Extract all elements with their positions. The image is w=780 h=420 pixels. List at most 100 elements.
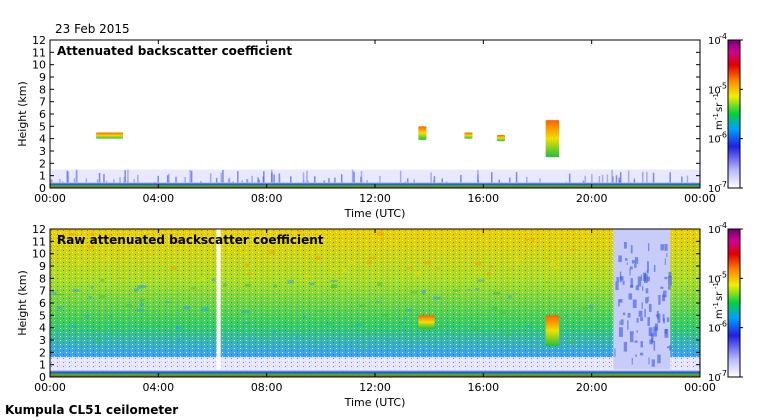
boundary-layer-streak <box>584 175 587 188</box>
low-noise-speck <box>646 270 649 274</box>
noise-blotch <box>88 245 94 249</box>
low-noise-speck <box>619 320 621 325</box>
x-tick-label: 00:00 <box>684 192 716 205</box>
noise-blotch <box>191 286 196 290</box>
noise-blotch <box>507 268 515 270</box>
noise-blotch <box>100 278 105 282</box>
y-tick-label: 5 <box>39 309 46 322</box>
y-tick-label: 9 <box>39 71 46 84</box>
low-noise-speck <box>647 296 649 302</box>
y-tick-label: 2 <box>39 346 46 359</box>
boundary-layer-streak <box>351 169 354 188</box>
noise-blotch <box>554 266 560 270</box>
colorbar-tick-exponent: -6 <box>719 131 727 140</box>
colorbar-tick-label: 10 <box>708 36 721 47</box>
boundary-layer-streak <box>75 170 78 188</box>
noise-blotch <box>532 237 535 242</box>
noise-blotch <box>52 291 57 296</box>
noise-blotch <box>440 248 447 251</box>
noise-blotch <box>369 256 376 260</box>
noise-blotch <box>295 336 299 339</box>
noise-blotch <box>489 264 494 268</box>
y-tick-label: 11 <box>32 235 46 248</box>
colorbar-tick-label: 10 <box>708 135 721 146</box>
low-noise-speck <box>647 243 650 252</box>
colorbar-tick-label: 10 <box>708 184 721 195</box>
noise-blotch <box>273 284 277 288</box>
noise-blotch <box>244 283 251 287</box>
y-tick-label: 7 <box>39 96 46 109</box>
colorbar-tick-label: 10 <box>708 225 721 236</box>
noise-blotch <box>375 248 379 251</box>
noise-blotch <box>164 301 171 303</box>
noise-blotch <box>175 326 182 330</box>
colorbar-tick-exponent: -6 <box>719 320 727 329</box>
noise-blotch <box>525 238 531 241</box>
noise-blotch <box>109 315 113 317</box>
noise-blotch <box>303 315 307 318</box>
low-noise-speck <box>655 314 658 317</box>
noise-blotch <box>139 298 145 302</box>
boundary-layer-streak <box>137 174 139 188</box>
y-tick-label: 4 <box>39 133 46 146</box>
y-tick-label: 9 <box>39 260 46 273</box>
colorbar-unit-exp-2: -1 <box>712 282 720 289</box>
noise-blotch <box>424 260 431 265</box>
colorbar-unit: m-1sr-1 <box>712 282 725 319</box>
noise-blotch <box>280 330 285 332</box>
low-noise-speck <box>634 264 637 268</box>
noise-blotch <box>241 310 250 314</box>
noise-blotch <box>117 249 121 252</box>
noise-blotch <box>385 338 392 341</box>
colorbar-tick-exponent: -7 <box>719 180 727 189</box>
low-noise-speck <box>631 260 636 264</box>
low-noise-speck <box>648 303 652 312</box>
noise-blotch <box>153 324 161 327</box>
noise-blotch <box>111 329 115 333</box>
x-tick-label: 00:00 <box>34 192 66 205</box>
boundary-layer-streak <box>611 169 613 188</box>
noise-blotch <box>240 251 246 255</box>
x-tick-label: 16:00 <box>467 192 499 205</box>
noise-blotch <box>545 281 549 283</box>
low-noise-speck <box>641 302 643 310</box>
noise-blotch <box>467 288 470 291</box>
colorbar-unit-m: m <box>714 309 725 319</box>
noise-blotch <box>309 282 315 286</box>
x-tick-label: 00:00 <box>684 381 716 394</box>
boundary-layer-streak <box>314 176 316 188</box>
noise-blotch <box>493 291 501 295</box>
low-noise-speck <box>644 308 646 318</box>
boundary-layer-streak <box>568 173 571 188</box>
noise-blotch <box>62 339 66 344</box>
noise-blotch <box>357 345 366 348</box>
x-tick-label: 04:00 <box>142 192 174 205</box>
colorbar-unit-exp-2: -1 <box>712 93 720 100</box>
low-noise-speck <box>657 354 661 364</box>
low-noise-speck <box>629 266 633 270</box>
y-tick-label: 8 <box>39 272 46 285</box>
low-noise-speck <box>647 317 651 326</box>
colorbar-tick-exponent: -4 <box>719 32 727 41</box>
low-noise-speck <box>661 294 666 302</box>
colorbar-tick-label: 10 <box>708 85 721 96</box>
noise-blotch <box>201 307 209 312</box>
x-tick-label: 08:00 <box>251 381 283 394</box>
y-tick-label: 0 <box>39 182 46 195</box>
cloud-layer-5 <box>545 120 560 158</box>
low-noise-speck <box>664 329 668 334</box>
noise-blotch <box>499 310 506 314</box>
noise-blotch <box>513 258 521 261</box>
noise-blotch <box>268 250 275 255</box>
boundary-layer-streak <box>399 170 402 188</box>
cloud-layer-4 <box>496 134 505 142</box>
noise-blotch <box>330 284 338 289</box>
low-noise-speck <box>650 333 654 343</box>
noise-blotch <box>381 313 388 317</box>
noise-blotches <box>52 229 594 352</box>
low-noise-speck <box>619 271 622 279</box>
boundary-layer-streak <box>606 174 609 188</box>
y-tick-label: 11 <box>32 46 46 59</box>
boundary-layer-streak <box>491 172 493 188</box>
